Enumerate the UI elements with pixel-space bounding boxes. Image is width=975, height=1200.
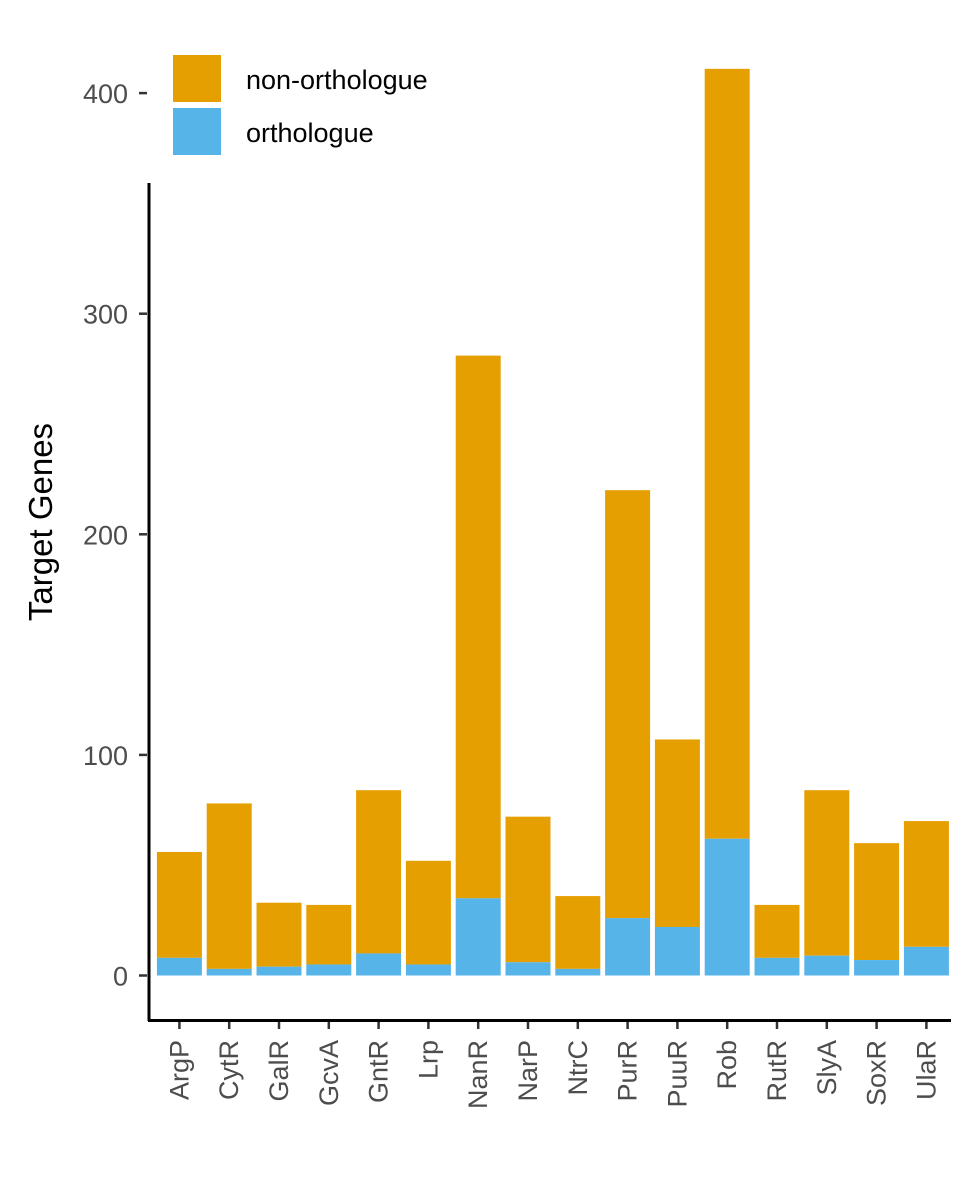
axes-group: ArgP CytR GalR GcvA GntR Lrp NanR NarP NtrC PurR P… — [83, 79, 951, 1109]
bar-orthologue-puur — [654, 926, 700, 976]
x-tick-label: GcvA — [314, 1040, 344, 1106]
bar-non-orthologue-puur — [654, 739, 700, 927]
bar-non-orthologue-ular — [903, 821, 949, 947]
y-tick-label: 0 — [113, 962, 128, 992]
bar-orthologue-galr — [256, 966, 302, 976]
legend-label-orthologue: orthologue — [246, 118, 374, 148]
x-tick-label: Rob — [712, 1040, 742, 1090]
bar-non-orthologue-galr — [256, 902, 302, 967]
bars-group — [156, 68, 949, 976]
legend-swatch-non-orthologue — [173, 55, 221, 102]
bar-non-orthologue-rob — [704, 68, 750, 839]
bar-orthologue-gntr — [356, 953, 402, 976]
x-tick-label: NtrC — [563, 1040, 593, 1096]
bar-orthologue-rutr — [754, 957, 800, 976]
bar-non-orthologue-argp — [156, 851, 202, 958]
y-tick-label: 300 — [83, 300, 128, 330]
legend-label-non-orthologue: non-orthologue — [246, 65, 428, 95]
y-tick-label: 400 — [83, 79, 128, 109]
bar-orthologue-soxr — [854, 960, 900, 976]
bar-orthologue-rob — [704, 838, 750, 976]
bar-orthologue-slya — [804, 955, 850, 976]
bar-orthologue-narp — [505, 962, 551, 976]
x-tick-label: NanR — [463, 1040, 493, 1109]
x-tick-label: SoxR — [862, 1040, 892, 1106]
x-tick-label: Lrp — [413, 1040, 443, 1079]
y-axis-title: Target Genes — [22, 423, 59, 621]
legend: non-orthologue orthologue — [173, 55, 428, 155]
y-tick-label: 100 — [83, 741, 128, 771]
bar-non-orthologue-cytr — [206, 803, 252, 969]
bar-non-orthologue-slya — [804, 790, 850, 956]
bar-non-orthologue-soxr — [854, 843, 900, 961]
legend-swatch-orthologue — [173, 108, 221, 155]
x-tick-label: PurR — [613, 1040, 643, 1102]
x-tick-label: PuuR — [662, 1040, 692, 1108]
bar-orthologue-nanr — [455, 898, 501, 976]
bar-orthologue-ular — [903, 946, 949, 976]
x-tick-label: ArgP — [164, 1040, 194, 1100]
bar-non-orthologue-lrp — [405, 860, 451, 965]
bar-orthologue-purr — [605, 918, 651, 976]
y-tick-label: 200 — [83, 520, 128, 550]
x-tick-label: RutR — [762, 1040, 792, 1102]
bar-non-orthologue-gntr — [356, 790, 402, 954]
x-tick-label: GalR — [264, 1040, 294, 1102]
x-tick-label: GntR — [364, 1040, 394, 1103]
bar-non-orthologue-rutr — [754, 904, 800, 958]
bar-orthologue-ntrc — [555, 968, 601, 976]
bar-non-orthologue-nanr — [455, 355, 501, 899]
x-tick-label: UlaR — [911, 1040, 941, 1100]
bar-non-orthologue-purr — [605, 490, 651, 919]
bar-non-orthologue-gcva — [306, 904, 352, 965]
bar-non-orthologue-ntrc — [555, 896, 601, 969]
x-tick-label: NarP — [513, 1040, 543, 1102]
bar-non-orthologue-narp — [505, 816, 551, 963]
bar-orthologue-argp — [156, 957, 202, 976]
x-tick-label: CytR — [214, 1040, 244, 1100]
x-tick-label: SlyA — [812, 1040, 842, 1096]
bar-orthologue-gcva — [306, 964, 352, 976]
bar-orthologue-lrp — [405, 964, 451, 976]
bar-orthologue-cytr — [206, 968, 252, 976]
